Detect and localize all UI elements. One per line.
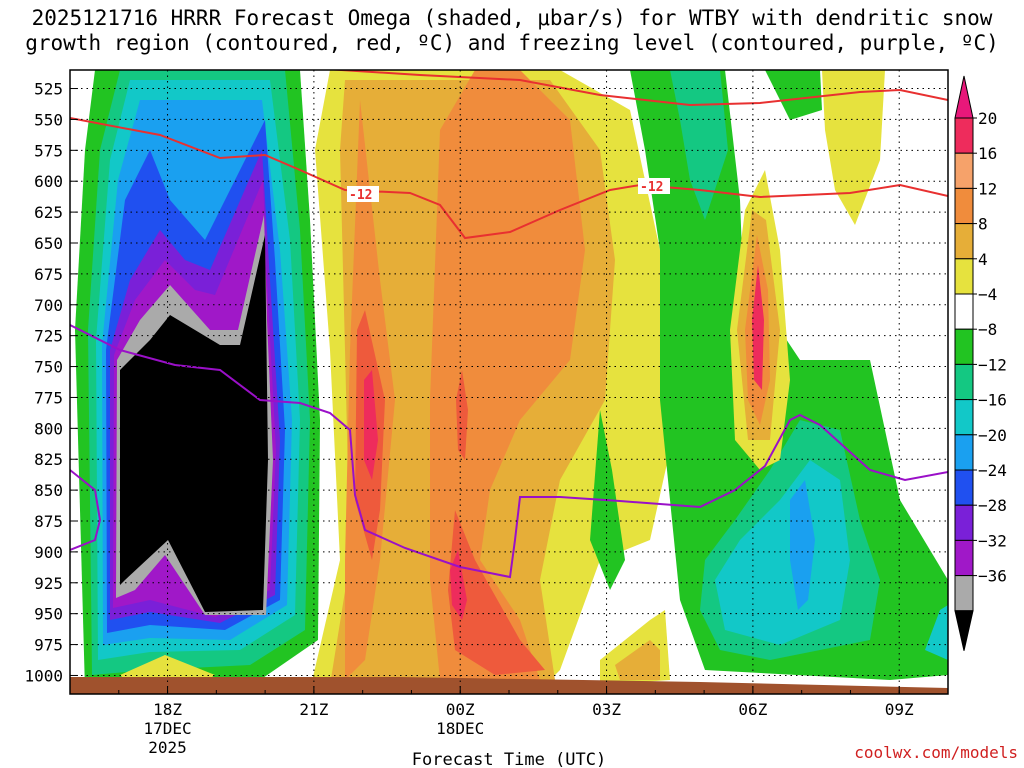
x-tick-label: 18Z [153, 700, 182, 719]
red-contour-label-bg-2 [638, 178, 670, 194]
x-axis-label: Forecast Time (UTC) [412, 750, 606, 768]
shade-neg4-topright [765, 70, 822, 120]
colorbar-swatch [954, 223, 974, 260]
shade-pos16-b [448, 510, 545, 675]
y-tick-label: 925 [34, 574, 63, 593]
title-line-2: growth region (contoured, red, ºC) and f… [25, 31, 999, 55]
colorbar-swatch [954, 293, 974, 330]
colorbar-swatch [954, 328, 974, 365]
colorbar-label: −28 [978, 496, 1007, 515]
shade-pos8-bottom [615, 640, 660, 680]
colorbar-swatch [954, 434, 974, 471]
colorbar-label: −36 [978, 567, 1007, 586]
x-tick-label: 06Z [738, 700, 767, 719]
colorbar-swatch [954, 575, 974, 612]
shaded-field [70, 70, 948, 694]
colorbar-label: 8 [978, 215, 988, 234]
colorbar-swatch [954, 504, 974, 541]
colorbar-bottom-arrow [954, 610, 974, 651]
y-tick-label: 900 [34, 543, 63, 562]
colorbar-swatch [954, 258, 974, 295]
shade-neg12-right [715, 460, 850, 645]
red-dgz-bottom [70, 117, 948, 240]
red-dgz-top [325, 70, 948, 107]
colorbar-label: 20 [978, 109, 997, 128]
y-tick-label: 700 [34, 296, 63, 315]
title-line-1: 2025121716 HRRR Forecast Omega (shaded, … [31, 6, 993, 30]
colorbar-swatch [954, 187, 974, 225]
colorbar-label: −32 [978, 531, 1007, 550]
colorbar-swatch [954, 539, 974, 577]
colorbar-swatch [954, 363, 974, 401]
y-tick-label: 750 [34, 358, 63, 377]
colorbar-label: 4 [978, 250, 988, 269]
y-tick-label: 725 [34, 327, 63, 346]
shade-neg36-left [120, 235, 268, 612]
y-tick-label: 575 [34, 141, 63, 160]
y-tick-label: 650 [34, 234, 63, 253]
y-tick-label: 825 [34, 450, 63, 469]
colorbar-label: −12 [978, 355, 1007, 374]
y-tick-label: 1000 [24, 666, 63, 685]
x-tick-date: 18DEC [436, 719, 484, 738]
colorbar: 20 16 12 8 4 −4 −8 −12 −16 −20 −24 −28 −32 −36 [954, 75, 1007, 651]
credit-text: coolwx.com/models [854, 743, 1018, 762]
y-tick-label: 675 [34, 265, 63, 284]
shade-neg12-far-right [925, 605, 948, 660]
y-tick-label: 625 [34, 203, 63, 222]
x-tick-label: 09Z [885, 700, 914, 719]
shade-pos16-right [752, 265, 764, 390]
y-tick-label: 550 [34, 110, 63, 129]
colorbar-swatch [954, 399, 974, 436]
x-tick-year: 2025 [148, 738, 187, 757]
colorbar-label: −8 [978, 320, 997, 339]
x-tick-date: 17DEC [143, 719, 191, 738]
colorbar-label: 12 [978, 179, 997, 198]
y-tick-label: 975 [34, 636, 63, 655]
x-tick-label: 21Z [299, 700, 328, 719]
terrain [70, 677, 948, 694]
y-tick-label: 875 [34, 512, 63, 531]
purple-freezing-level-lower [70, 469, 102, 551]
shade-neg16-right [790, 480, 815, 610]
colorbar-swatch [954, 152, 974, 189]
grid-lines [70, 70, 948, 694]
colorbar-label: −16 [978, 391, 1007, 410]
y-tick-label: 600 [34, 172, 63, 191]
x-tick-label: 03Z [592, 700, 621, 719]
red-contour-label-2: -12 [640, 180, 663, 195]
shade-pos16-c [456, 370, 468, 460]
y-tick-label: 800 [34, 419, 63, 438]
colorbar-label: −24 [978, 461, 1007, 480]
y-tick-label: 775 [34, 388, 63, 407]
y-tick-label: 850 [34, 481, 63, 500]
shade-neg8-right [670, 70, 728, 220]
y-tick-label: 525 [34, 80, 63, 99]
shade-pos12-center2 [430, 70, 585, 680]
shade-pos20-b [450, 550, 467, 620]
colorbar-label: −4 [978, 285, 997, 304]
red-contour-label-bg-1 [347, 186, 379, 202]
colorbar-label: 16 [978, 144, 997, 163]
colorbar-label: −20 [978, 426, 1007, 445]
colorbar-swatch [954, 117, 974, 154]
chart-title: 2025121716 HRRR Forecast Omega (shaded, … [0, 6, 1024, 56]
x-tick-label: 00Z [446, 700, 475, 719]
colorbar-swatch [954, 469, 974, 506]
shade-pos4-topright [822, 70, 885, 225]
colorbar-top-arrow [954, 75, 974, 119]
purple-freezing-level [70, 324, 948, 579]
y-axis: 525 550 575 600 625 650 675 700 725 750 775 800 825 8… [24, 80, 78, 685]
y-tick-label: 950 [34, 605, 63, 624]
red-contour-label-1: -12 [349, 188, 372, 203]
